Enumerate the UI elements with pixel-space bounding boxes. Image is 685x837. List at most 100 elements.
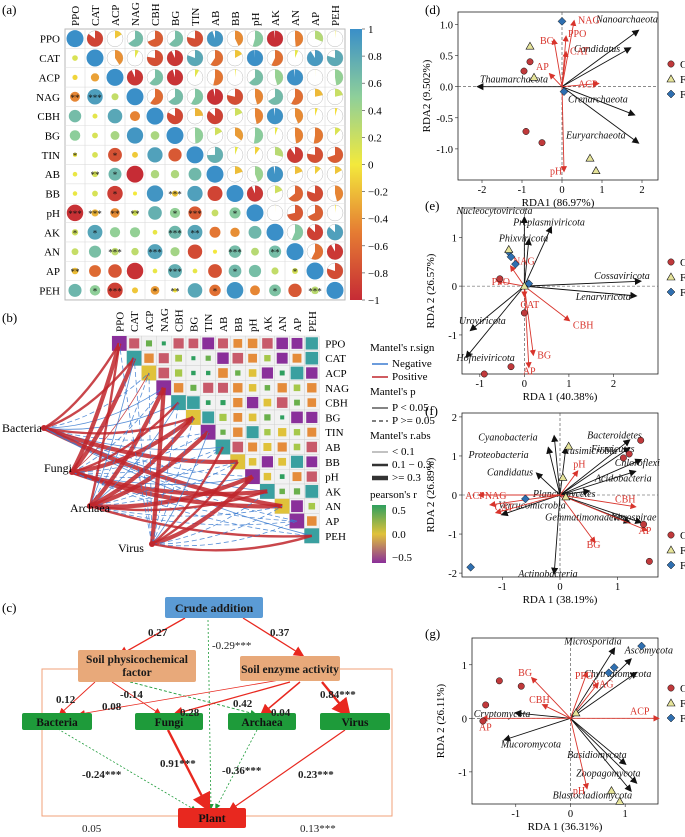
x-tick-label: -2 <box>478 185 487 196</box>
corr-circle <box>288 283 302 298</box>
legend-p-title: Mantel's p <box>370 386 416 398</box>
legend-label: F10 <box>680 74 685 86</box>
mantel-link <box>151 417 194 545</box>
sig-stars: * <box>293 267 298 277</box>
x-tick-label: 1 <box>623 809 628 820</box>
mantel-square <box>248 369 257 377</box>
pie-slice <box>207 146 223 163</box>
mantel-square <box>276 352 288 364</box>
mantel-square <box>307 427 317 437</box>
coef-crude-plant: -0.29*** <box>212 640 251 652</box>
mantel-row-ACP: ACP <box>325 368 346 380</box>
mantel-square <box>233 413 243 422</box>
corr-circle <box>110 208 120 218</box>
species-label: Lenarviricota <box>575 292 631 303</box>
mantel-square <box>202 337 215 350</box>
cb-tick-label: −1 <box>368 295 380 307</box>
mantel-square <box>264 355 271 362</box>
sample-point-ck <box>522 128 530 135</box>
corr-circle <box>226 185 244 203</box>
mantel-square <box>158 367 170 379</box>
corr-circle <box>187 283 203 298</box>
corr-circle <box>187 244 203 259</box>
corr-circle <box>208 264 222 278</box>
species-arrow <box>469 285 525 332</box>
sig-stars: * <box>73 228 78 238</box>
sig-stars: * <box>73 151 78 161</box>
sig-stars: * <box>233 267 238 277</box>
sample-point-ck <box>640 520 648 528</box>
sig-stars: *** <box>168 228 182 238</box>
mantel-square <box>264 385 271 391</box>
env-label: ACP <box>630 706 650 717</box>
pie-slice <box>291 224 303 241</box>
mantel-square <box>263 398 272 407</box>
corr-circle <box>166 126 184 144</box>
mantel-square <box>218 368 228 378</box>
y-tick-label: 2 <box>452 413 457 424</box>
corr-circle <box>92 151 98 158</box>
corr-circle <box>86 49 104 67</box>
corr-circle <box>131 209 139 216</box>
y-tick-label: 1.0 <box>440 20 453 31</box>
y-tick-label: -1.0 <box>436 145 453 156</box>
mantel-square <box>248 353 257 363</box>
species-label: Verrucomicrobia <box>498 501 565 512</box>
pie-slice <box>307 204 323 221</box>
sample-point-ck <box>645 557 653 565</box>
coef-fungi-plant: 0.91*** <box>160 758 196 770</box>
y-tick-label: 1 <box>452 452 457 463</box>
mantel-row-AK: AK <box>325 486 341 498</box>
label-plant: Plant <box>198 811 225 825</box>
corr-circle <box>66 30 84 48</box>
mantel-square <box>292 472 302 482</box>
corr-circle <box>152 229 158 235</box>
pie-slice <box>255 166 263 182</box>
species-label: Firmicutes <box>590 444 634 455</box>
mantel-link <box>151 534 313 552</box>
legend-marker-f10 <box>666 698 676 707</box>
species-label: Euryarchaeota <box>565 131 626 142</box>
sample-point-ck <box>480 370 488 378</box>
env-arrow <box>559 494 649 532</box>
grid-cell <box>324 280 346 301</box>
corr-circle <box>68 283 82 297</box>
mantel-col-AB: AB <box>218 317 230 332</box>
coef-phys-fungi: 0.08 <box>102 701 122 713</box>
box-crude-addition <box>165 597 263 618</box>
species-label: Cyanobacteria <box>478 432 537 443</box>
mantel-square <box>307 516 317 526</box>
mantel-square <box>220 400 226 406</box>
row-label-AK: AK <box>44 227 60 239</box>
species-arrow <box>503 717 571 742</box>
corr-circle <box>188 167 202 181</box>
species-arrow <box>524 285 638 299</box>
env-label: PPO <box>575 671 593 682</box>
legend-p1: P < 0.05 <box>392 402 429 414</box>
mantel-square <box>202 411 215 424</box>
label-archaea: Archaea <box>241 717 283 729</box>
arrow-crude-phys <box>117 617 186 657</box>
row-label-NAG: NAG <box>36 92 60 104</box>
sample-point-f40 <box>506 252 516 262</box>
y-tick-label: -1 <box>448 530 457 541</box>
mantel-square <box>203 382 214 393</box>
mantel-square <box>246 426 259 439</box>
x-tick-label: 0 <box>522 379 527 390</box>
y-tick-label: 0 <box>452 491 457 502</box>
corr-circle <box>226 282 244 299</box>
species-arrow <box>523 225 553 287</box>
mantel-square <box>291 337 303 349</box>
mantel-square <box>293 429 301 436</box>
sample-point-f40 <box>466 562 476 572</box>
legend-label: CK <box>680 257 685 269</box>
mantel-row-pH: pH <box>325 472 339 484</box>
species-label: Proteobacteria <box>467 450 528 461</box>
corr-circle <box>209 226 221 238</box>
pie-slice <box>246 50 263 67</box>
arrow-phys-fungi <box>111 681 162 715</box>
mantel-square <box>305 337 318 350</box>
y-tick-label: 0 <box>452 282 457 293</box>
mantel-square <box>292 353 302 363</box>
